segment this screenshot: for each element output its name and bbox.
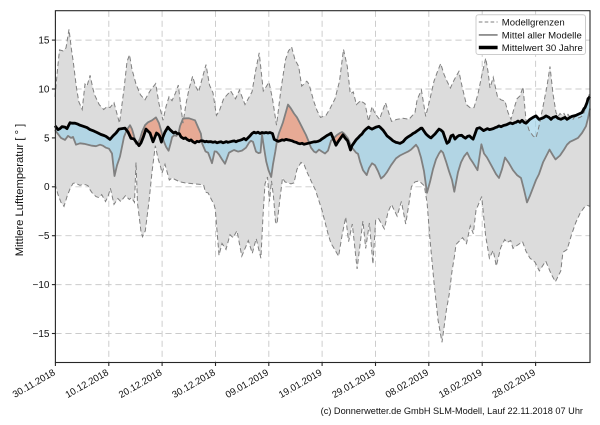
svg-text:−15: −15 <box>33 329 50 340</box>
svg-text:10: 10 <box>38 84 50 95</box>
svg-text:Modellgrenzen: Modellgrenzen <box>502 17 565 28</box>
svg-text:−10: −10 <box>33 280 50 291</box>
svg-text:Mittel aller Modelle: Mittel aller Modelle <box>502 30 582 41</box>
svg-text:Mittelwert 30 Jahre: Mittelwert 30 Jahre <box>502 43 583 54</box>
svg-text:(c) Donnerwetter.de GmbH SLM-M: (c) Donnerwetter.de GmbH SLM-Modell, Lau… <box>321 406 583 416</box>
svg-text:5: 5 <box>44 133 50 144</box>
svg-text:0: 0 <box>44 182 50 193</box>
svg-text:−5: −5 <box>38 231 50 242</box>
svg-text:15: 15 <box>38 36 50 47</box>
svg-text:Mittlere Lufttemperatur [ ° ]: Mittlere Lufttemperatur [ ° ] <box>14 124 26 257</box>
